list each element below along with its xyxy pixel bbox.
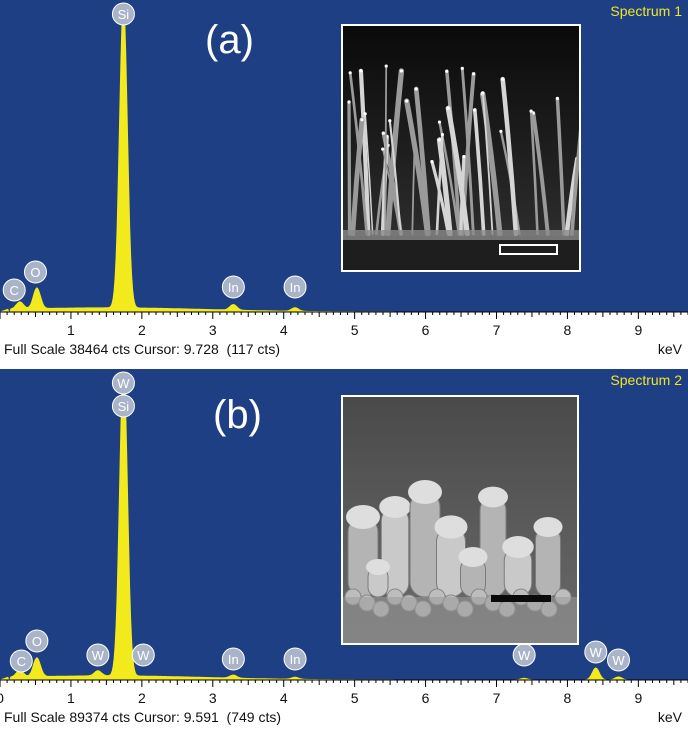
element-symbol: Si — [118, 7, 130, 22]
element-badge — [111, 2, 135, 26]
element-label-c: C — [9, 649, 33, 673]
element-badge — [111, 371, 135, 395]
element-label-in: In — [221, 275, 245, 299]
x-tick-label: 9 — [634, 322, 642, 338]
panel-label-a: (a) — [205, 18, 254, 62]
element-badge — [9, 649, 33, 673]
status-bar-a: Full Scale 38464 cts Cursor: 9.728 (117 … — [4, 341, 280, 357]
element-symbol: In — [228, 280, 239, 295]
element-symbol: Si — [118, 399, 130, 414]
x-tick-label: 3 — [209, 322, 217, 338]
element-label-w: W — [584, 640, 608, 664]
element-label-o: O — [23, 260, 47, 284]
element-label-w: W — [86, 643, 110, 667]
element-label-w: W — [606, 648, 630, 672]
element-symbol: W — [518, 648, 531, 663]
element-label-si: Si — [111, 394, 135, 418]
panel-label-b: (b) — [213, 393, 262, 437]
element-label-w: W — [111, 371, 135, 395]
scale-bar-b — [491, 595, 551, 602]
element-label-si: Si — [111, 2, 135, 26]
x-tick-label: 8 — [564, 690, 572, 706]
spectrum-title-a: Spectrum 1 — [610, 3, 682, 19]
sem-inset-image-b — [341, 395, 579, 645]
spectrum-title-b: Spectrum 2 — [610, 372, 682, 388]
status-bar-b: Full Scale 89374 cts Cursor: 9.591 (749 … — [4, 709, 282, 725]
element-symbol: W — [117, 376, 130, 391]
x-tick-label: 4 — [280, 690, 288, 706]
x-axis-strip — [0, 680, 688, 708]
x-tick-label: 2 — [138, 322, 146, 338]
element-label-in: In — [283, 275, 307, 299]
element-symbol: W — [92, 648, 105, 663]
x-tick-label: 1 — [67, 690, 75, 706]
element-badge — [131, 643, 155, 667]
x-tick-label: 3 — [209, 690, 217, 706]
x-axis-unit-a: keV — [657, 341, 682, 357]
x-tick-label: 7 — [493, 690, 501, 706]
spectrum-panel-a: 1 2 3 4 5 6 7 8 9 Si C O In In Spectrum 1 (a) Full Sc… — [0, 0, 688, 365]
element-badge — [283, 647, 307, 671]
element-symbol: C — [9, 283, 18, 298]
x-tick-label: 0 — [0, 690, 4, 706]
x-tick-label: 5 — [351, 322, 359, 338]
element-badge — [23, 260, 47, 284]
nanowire-sem-picture-a — [343, 26, 579, 270]
element-badge — [25, 629, 49, 653]
element-badge — [221, 647, 245, 671]
element-symbol: In — [228, 652, 239, 667]
element-symbol: W — [590, 645, 603, 660]
element-badge — [221, 275, 245, 299]
x-tick-label: 7 — [493, 322, 501, 338]
scale-bar-a — [499, 244, 558, 255]
element-label-o: O — [25, 629, 49, 653]
element-badge — [283, 275, 307, 299]
x-axis-strip — [0, 312, 688, 340]
element-symbol: C — [17, 654, 26, 669]
element-badge — [111, 394, 135, 418]
x-tick-label: 1 — [67, 322, 75, 338]
x-axis-unit-b: keV — [657, 709, 682, 725]
element-symbol: O — [32, 634, 42, 649]
element-symbol: In — [290, 280, 301, 295]
x-tick-label: 2 — [138, 690, 146, 706]
element-badge — [606, 648, 630, 672]
element-label-w: W — [131, 643, 155, 667]
x-tick-label: 8 — [564, 322, 572, 338]
x-tick-label: 6 — [422, 690, 430, 706]
element-symbol: O — [30, 265, 40, 280]
element-symbol: In — [290, 652, 301, 667]
x-tick-label: 9 — [634, 690, 642, 706]
element-symbol: W — [137, 648, 150, 663]
element-label-c: C — [2, 278, 26, 302]
element-badge — [584, 640, 608, 664]
x-tick-label: 4 — [280, 322, 288, 338]
element-label-in: In — [283, 647, 307, 671]
element-symbol: W — [612, 653, 625, 668]
spectrum-panel-b: 0123456789WSiCOWWInInWWW Spectrum 2 (b) … — [0, 369, 688, 738]
element-badge — [2, 278, 26, 302]
nanorod-sem-picture-b — [343, 397, 577, 643]
element-badge — [86, 643, 110, 667]
sem-inset-image-a — [341, 24, 581, 272]
element-label-w: W — [512, 643, 536, 667]
x-tick-label: 6 — [422, 322, 430, 338]
element-label-in: In — [221, 647, 245, 671]
x-tick-label: 5 — [351, 690, 359, 706]
